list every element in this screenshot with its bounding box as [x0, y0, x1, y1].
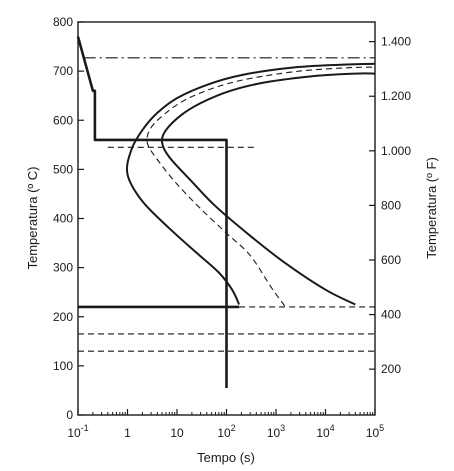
x-axis-title: Tempo (s)	[197, 450, 255, 465]
x-tick-label: 10-1	[67, 423, 88, 440]
y-left-tick-label: 400	[53, 212, 73, 226]
curve-series-2	[160, 72, 376, 306]
y-left-tick-label: 800	[53, 15, 73, 29]
y-right-tick-label: 1.200	[381, 89, 411, 103]
y-right-tick-label: 400	[381, 308, 401, 322]
y-axis-title-left: Temperatura (º C)	[25, 167, 40, 270]
y-right-tick-label: 600	[381, 253, 401, 267]
y-axis-right: 200 400 600 800 1.000 1.200 1.400	[369, 35, 411, 376]
y-left-tick-label: 100	[53, 359, 73, 373]
curve-series-3	[76, 36, 228, 388]
x-tick-label: 102	[217, 423, 235, 440]
x-tick-label: 104	[316, 423, 334, 440]
y-right-tick-label: 1.400	[381, 35, 411, 49]
y-right-tick-label: 200	[381, 362, 401, 376]
y-left-tick-label: 500	[53, 162, 73, 176]
y-left-tick-label: 200	[53, 310, 73, 324]
y-left-tick-label: 300	[53, 261, 73, 275]
y-axis-left: 0 100 200 300 400 500 600 700 800	[53, 15, 84, 422]
y-axis-title-right: Temperatura (º F)	[424, 157, 439, 259]
curve-series-1	[146, 66, 376, 307]
y-right-tick-label: 800	[381, 198, 401, 212]
x-axis: 10-1 1 10 102 103 104 105	[67, 409, 384, 440]
x-tick-label: 105	[366, 423, 384, 440]
x-tick-label: 103	[267, 423, 285, 440]
x-tick-label: 10	[170, 426, 184, 440]
y-left-tick-label: 600	[53, 113, 73, 127]
y-left-tick-label: 0	[66, 408, 73, 422]
x-tick-label: 1	[124, 426, 131, 440]
y-right-tick-label: 1.000	[381, 144, 411, 158]
y-left-tick-label: 700	[53, 64, 73, 78]
chart-marks	[76, 36, 376, 388]
curve-series-0	[125, 62, 376, 305]
